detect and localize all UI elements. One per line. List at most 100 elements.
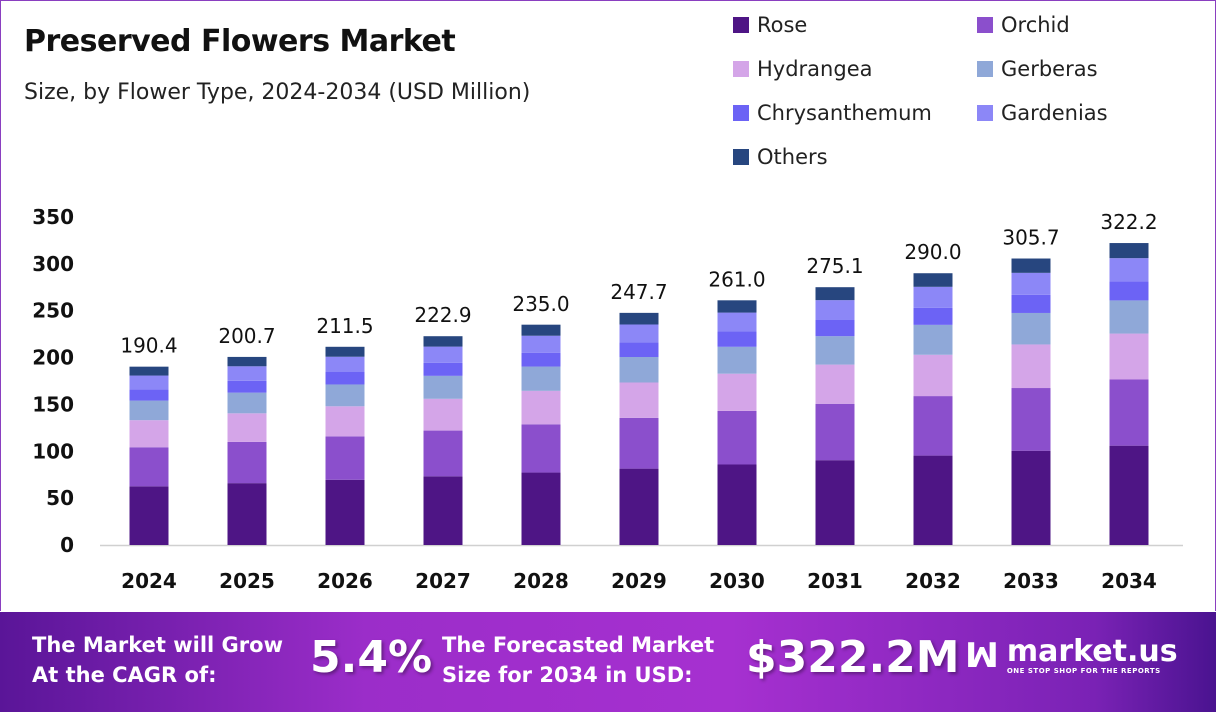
bar-segment-others (1109, 243, 1149, 259)
bar-segment-others (129, 366, 169, 376)
bar-segment-rose (1011, 450, 1051, 545)
bar-segment-gerberas (325, 384, 365, 407)
legend-label: Others (757, 145, 828, 169)
bar-segment-gardenias (423, 346, 463, 363)
legend-swatch (977, 61, 993, 77)
bar-segment-gerberas (1109, 300, 1149, 334)
x-tick-label: 2031 (807, 569, 863, 593)
bar-segment-gerberas (619, 357, 659, 383)
legend-label: Rose (757, 13, 808, 37)
legend-item-gardenias: Gardenias (977, 101, 1108, 125)
stacked-bar-chart: 0 50 100 150 200 250 300 350 190.4 2024 200.7 2025 2… (32, 205, 1183, 593)
brand-logo: ꟽ market.us ONE STOP SHOP FOR THE REPORT… (965, 636, 1178, 676)
bar-segment-hydrangea (619, 382, 659, 418)
bar-segment-gardenias (521, 335, 561, 353)
total-data-label: 261.0 (708, 267, 765, 291)
bar-segment-orchid (619, 417, 659, 469)
legend-label: Chrysanthemum (757, 101, 932, 125)
bar-segment-others (227, 356, 267, 367)
bar-segment-others (815, 287, 855, 301)
brand-name: market.us (1006, 634, 1178, 669)
legend-swatch (733, 17, 749, 33)
bar-segment-chrysanthemum (717, 331, 757, 347)
total-data-label: 305.7 (1002, 226, 1059, 250)
bar-segment-chrysanthemum (325, 372, 365, 385)
bar-segment-chrysanthemum (619, 342, 659, 358)
chart-subtitle: Size, by Flower Type, 2024-2034 (USD Mil… (24, 80, 531, 105)
y-tick-label: 100 (32, 439, 74, 463)
bar-segment-hydrangea (521, 390, 561, 425)
legend-item-chrysanthemum: Chrysanthemum (733, 101, 932, 125)
total-data-label: 290.0 (904, 240, 961, 264)
bar-segment-gardenias (619, 324, 659, 343)
x-tick-label: 2027 (415, 569, 471, 593)
bar-segment-rose (913, 455, 953, 545)
bar-segment-hydrangea (717, 373, 757, 411)
bar-segment-rose (325, 479, 365, 545)
bar-segment-hydrangea (423, 398, 463, 431)
forecast-label-line1: The Forecasted Market (442, 633, 715, 657)
bar-segment-rose (815, 460, 855, 545)
bar-segment-gardenias (913, 286, 953, 308)
bar-segment-gerberas (129, 400, 169, 421)
x-tick-label: 2034 (1101, 569, 1157, 593)
bar-segment-hydrangea (1011, 344, 1051, 389)
legend-item-gerberas: Gerberas (977, 57, 1098, 81)
y-tick-label: 350 (32, 205, 74, 229)
bar-segment-gerberas (717, 346, 757, 374)
cagr-label-line2: At the CAGR of: (32, 663, 217, 687)
total-data-label: 190.4 (120, 334, 177, 358)
forecast-value: $322.2M (746, 632, 960, 683)
bar-segment-chrysanthemum (423, 362, 463, 376)
bar-segment-chrysanthemum (1109, 281, 1149, 301)
forecast-label: The Forecasted Market Size for 2034 in U… (442, 630, 714, 690)
bar-segment-rose (423, 476, 463, 545)
bar-segment-gardenias (815, 300, 855, 320)
bar-segment-rose (129, 486, 169, 545)
bar-segment-gerberas (227, 392, 267, 414)
bar-segment-chrysanthemum (913, 307, 953, 325)
bar-segment-others (913, 273, 953, 287)
y-tick-label: 300 (32, 252, 74, 276)
market-us-logo-icon: ꟽ (965, 636, 999, 676)
bar-segment-rose (619, 468, 659, 545)
bar-segment-chrysanthemum (815, 319, 855, 337)
bar-segment-gerberas (423, 375, 463, 399)
bar-segment-orchid (1011, 388, 1051, 451)
bar-segment-gardenias (325, 356, 365, 373)
total-data-label: 222.9 (414, 303, 471, 327)
brand-tagline: ONE STOP SHOP FOR THE REPORTS (1006, 667, 1161, 675)
bar-segment-hydrangea (227, 413, 267, 442)
legend-label: Hydrangea (757, 57, 873, 81)
bar-segment-others (325, 346, 365, 357)
total-data-label: 200.7 (218, 324, 275, 348)
legend-label: Orchid (1001, 13, 1070, 37)
bar-segment-gardenias (1109, 258, 1149, 282)
x-tick-label: 2030 (709, 569, 765, 593)
bar-segment-others (521, 324, 561, 336)
total-data-label: 247.7 (610, 280, 667, 304)
y-tick-label: 250 (32, 299, 74, 323)
bar-segment-hydrangea (815, 364, 855, 404)
bar-segment-rose (521, 472, 561, 545)
bar-segment-orchid (815, 403, 855, 461)
total-data-label: 275.1 (806, 254, 863, 278)
total-data-label: 211.5 (316, 314, 373, 338)
total-data-label: 322.2 (1100, 210, 1157, 234)
bar-segment-chrysanthemum (129, 389, 169, 401)
bar-segment-gerberas (521, 366, 561, 391)
bar-segment-gardenias (1011, 272, 1051, 295)
bar-segment-hydrangea (1109, 333, 1149, 380)
chart-title: Preserved Flowers Market (24, 24, 456, 59)
bar-segment-others (423, 336, 463, 347)
bar-segment-orchid (325, 436, 365, 480)
y-tick-label: 200 (32, 346, 74, 370)
legend-label: Gerberas (1001, 57, 1098, 81)
legend-swatch (733, 105, 749, 121)
x-tick-label: 2033 (1003, 569, 1059, 593)
y-tick-label: 150 (32, 392, 74, 416)
x-tick-label: 2032 (905, 569, 961, 593)
x-tick-label: 2025 (219, 569, 275, 593)
legend-item-orchid: Orchid (977, 13, 1070, 37)
bar-segment-gerberas (815, 336, 855, 365)
